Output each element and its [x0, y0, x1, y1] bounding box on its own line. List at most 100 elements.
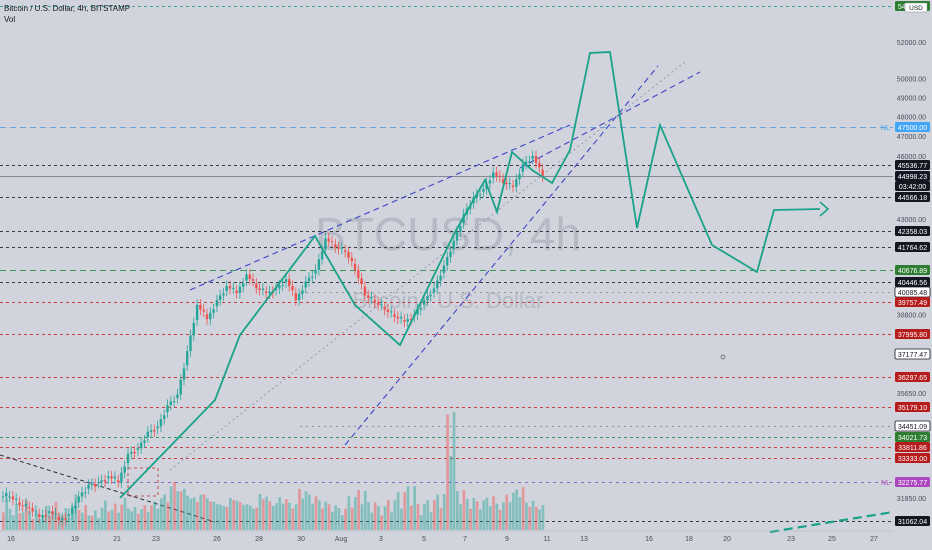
volume-bar [541, 505, 545, 530]
candle-body [228, 286, 232, 289]
volume-bar [436, 494, 439, 530]
volume-bar [449, 456, 453, 530]
time-tick-label: 30 [297, 536, 305, 543]
price-tag[interactable]: 37995.80 [895, 329, 930, 339]
price-tag[interactable]: 47500.00 [895, 122, 930, 132]
volume-bar [426, 500, 430, 530]
price-tag[interactable]: 36297.65 [895, 372, 930, 382]
price-tag-box [895, 226, 930, 236]
volume-bar [90, 515, 94, 530]
volume-bar [100, 508, 104, 530]
price-tag[interactable]: 34021.73 [895, 432, 930, 442]
volume-bar [370, 512, 374, 530]
price-tag[interactable]: 41764.62 [895, 242, 930, 252]
price-tag[interactable]: 37177.47 [894, 348, 931, 360]
price-tag[interactable]: 40446.56 [895, 277, 930, 287]
volume-bar [308, 494, 311, 530]
volume-bar [252, 508, 255, 530]
volume-bar [15, 504, 18, 530]
candle-body [274, 288, 278, 290]
candle-body [41, 515, 44, 518]
candle-body [360, 278, 363, 284]
price-tag-box [895, 442, 930, 452]
candle-body [521, 164, 524, 172]
price-tag[interactable]: 45536.77 [895, 160, 930, 170]
volume-bar [373, 502, 377, 530]
volume-bar [294, 504, 298, 530]
volume-bar [120, 504, 124, 530]
price-tag[interactable]: 31062.04 [895, 516, 930, 526]
volume-bar [531, 500, 535, 530]
candle-body [422, 300, 426, 305]
projection-arrowhead [819, 201, 830, 217]
candle-body [406, 319, 409, 322]
volume-bar [515, 489, 518, 530]
price-tag[interactable]: 33811.86 [895, 442, 930, 452]
volume-bar [505, 494, 509, 530]
price-tag[interactable]: 33333.00 [895, 453, 930, 463]
price-tag-box [895, 265, 930, 275]
time-tick-label: 11 [543, 536, 550, 543]
volume-bar [268, 501, 272, 530]
price-tag[interactable]: 39757.49 [895, 297, 930, 307]
candle-body [268, 291, 271, 294]
time-tick-label: 18 [685, 536, 693, 543]
candle-body [429, 295, 432, 297]
candle-body [281, 285, 284, 286]
volume-bar [104, 500, 107, 530]
candle-body [38, 514, 41, 518]
price-tag[interactable]: 40085.48 [894, 286, 931, 298]
volume-bar [150, 505, 153, 530]
price-tag[interactable]: 40676.89 [895, 265, 930, 275]
volume-bar [314, 496, 318, 530]
price-tag[interactable]: 44566.18 [895, 192, 930, 202]
price-tag[interactable]: 34451.09 [894, 420, 931, 432]
price-tag-box [895, 329, 930, 339]
projection-path [119, 51, 821, 499]
volume-bar [396, 492, 400, 530]
volume-bar [183, 488, 186, 530]
candle-body [488, 180, 492, 184]
volume-bar [278, 497, 282, 530]
volume-bar [446, 414, 449, 530]
candle-body [202, 309, 205, 312]
time-tick-label: 23 [152, 536, 160, 543]
candle-body [87, 484, 90, 489]
candle-body [304, 281, 307, 288]
volume-bar [97, 518, 101, 530]
candle-body [541, 169, 544, 177]
price-tag[interactable]: 42358.03 [895, 226, 930, 236]
candle-body [340, 247, 344, 249]
volume-bar [169, 486, 173, 530]
volume-bar [452, 412, 456, 530]
volume-bar [235, 500, 239, 530]
future-trend-line [769, 510, 894, 534]
currency-badge[interactable]: USD [904, 2, 928, 13]
candle-body [330, 241, 334, 243]
volume-bar [202, 494, 206, 530]
volume-indicator-label[interactable]: Vol [4, 15, 16, 24]
volume-bar [153, 501, 156, 530]
price-tag[interactable]: 32275.77 [895, 477, 930, 487]
price-tag[interactable]: 03:42:00 [895, 181, 930, 191]
volume-bar [321, 508, 324, 530]
volume-bar [113, 503, 117, 530]
symbol-title: Bitcoin / U.S. Dollar, 4h, BITSTAMP [4, 4, 131, 13]
watermark-symbol: BTCUSD, 4h [315, 208, 581, 260]
volume-bar [179, 491, 183, 530]
candle-body [205, 314, 209, 320]
volume-bar [271, 506, 275, 530]
volume-bar [94, 510, 97, 530]
price-tag[interactable]: 35179.10 [895, 402, 930, 412]
candle-body [353, 263, 357, 270]
candle-body [67, 514, 70, 517]
candle-body [390, 311, 393, 313]
candle-body [34, 510, 38, 512]
price-tag[interactable]: 44998.23 [895, 171, 930, 181]
candle-body [347, 251, 350, 258]
candle-body [508, 183, 511, 185]
candle-body [478, 194, 482, 196]
volume-bar [11, 515, 15, 530]
volume-bar [140, 509, 143, 530]
